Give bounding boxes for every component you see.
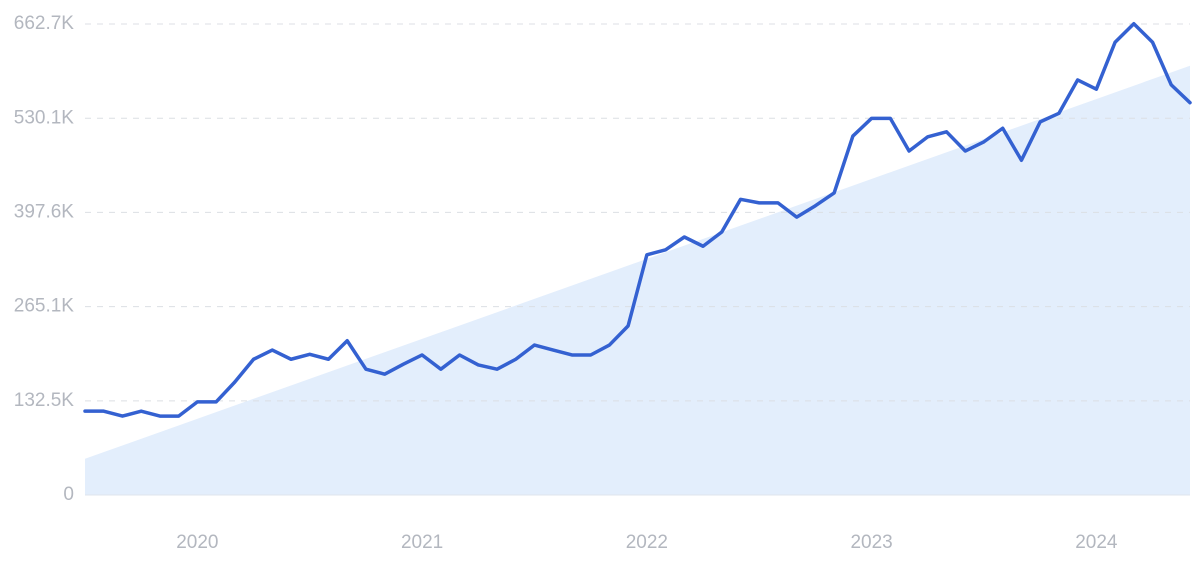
trend-area	[85, 65, 1190, 495]
y-tick-label: 397.6K	[14, 201, 75, 222]
y-tick-label: 132.5K	[14, 390, 75, 411]
x-tick-label: 2021	[401, 532, 443, 553]
x-tick-label: 2020	[176, 532, 218, 553]
x-tick-label: 2022	[626, 532, 668, 553]
x-tick-label: 2024	[1075, 532, 1118, 553]
data-line	[83, 22, 1192, 418]
y-tick-label: 0	[63, 484, 74, 505]
y-tick-label: 530.1K	[14, 107, 75, 128]
y-tick-label: 265.1K	[14, 296, 75, 317]
x-tick-label: 2023	[850, 532, 892, 553]
y-tick-label: 662.7K	[14, 13, 75, 34]
